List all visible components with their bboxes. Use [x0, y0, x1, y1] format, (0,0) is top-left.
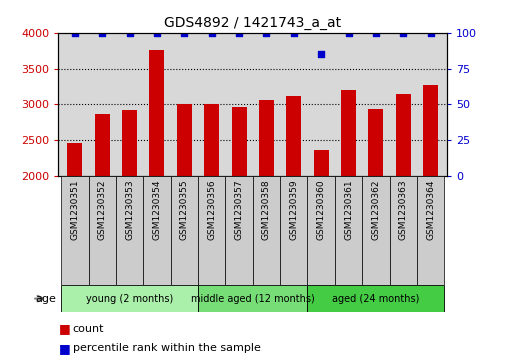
Point	[180, 30, 188, 36]
Text: count: count	[73, 323, 104, 334]
Point	[153, 30, 161, 36]
Text: GSM1230364: GSM1230364	[426, 179, 435, 240]
Point	[71, 30, 79, 36]
Bar	[198, 285, 307, 312]
Text: GSM1230362: GSM1230362	[371, 179, 380, 240]
Bar	[177, 105, 192, 176]
Bar	[390, 176, 417, 285]
Text: ■: ■	[58, 322, 70, 335]
Bar	[313, 150, 329, 176]
Bar	[396, 94, 411, 176]
Bar	[226, 176, 253, 285]
Point	[208, 30, 216, 36]
Text: GSM1230358: GSM1230358	[262, 179, 271, 240]
Point	[235, 30, 243, 36]
Text: age: age	[35, 294, 56, 303]
Point	[290, 30, 298, 36]
Point	[125, 30, 134, 36]
Bar	[88, 176, 116, 285]
Bar	[368, 109, 384, 176]
Text: GSM1230352: GSM1230352	[98, 179, 107, 240]
Bar	[307, 285, 444, 312]
Text: GSM1230361: GSM1230361	[344, 179, 353, 240]
Text: aged (24 months): aged (24 months)	[332, 294, 420, 303]
Text: GSM1230363: GSM1230363	[399, 179, 408, 240]
Text: percentile rank within the sample: percentile rank within the sample	[73, 343, 261, 354]
Bar	[61, 176, 88, 285]
Text: ■: ■	[58, 342, 70, 355]
Title: GDS4892 / 1421743_a_at: GDS4892 / 1421743_a_at	[164, 16, 341, 30]
Text: GSM1230360: GSM1230360	[316, 179, 326, 240]
Bar	[94, 114, 110, 176]
Bar	[335, 176, 362, 285]
Bar	[232, 107, 246, 176]
Bar	[423, 85, 438, 176]
Bar	[122, 110, 137, 176]
Bar	[198, 176, 226, 285]
Point	[427, 30, 435, 36]
Text: GSM1230357: GSM1230357	[235, 179, 243, 240]
Point	[98, 30, 106, 36]
Bar	[61, 285, 198, 312]
Bar	[362, 176, 390, 285]
Point	[262, 30, 270, 36]
Point	[372, 30, 380, 36]
Text: GSM1230355: GSM1230355	[180, 179, 189, 240]
Text: young (2 months): young (2 months)	[86, 294, 173, 303]
Bar	[307, 176, 335, 285]
Bar	[259, 100, 274, 176]
Bar	[280, 176, 307, 285]
Point	[317, 51, 325, 57]
Text: GSM1230353: GSM1230353	[125, 179, 134, 240]
Bar	[286, 97, 301, 176]
Point	[399, 30, 407, 36]
Point	[344, 30, 353, 36]
Bar	[68, 143, 82, 176]
Bar	[204, 105, 219, 176]
Text: GSM1230354: GSM1230354	[152, 179, 162, 240]
Text: middle aged (12 months): middle aged (12 months)	[191, 294, 314, 303]
Text: GSM1230351: GSM1230351	[70, 179, 79, 240]
Bar	[253, 176, 280, 285]
Bar	[417, 176, 444, 285]
Bar	[341, 90, 356, 176]
Text: GSM1230359: GSM1230359	[289, 179, 298, 240]
Text: GSM1230356: GSM1230356	[207, 179, 216, 240]
Bar	[149, 50, 165, 176]
Bar	[171, 176, 198, 285]
Bar	[116, 176, 143, 285]
Bar	[143, 176, 171, 285]
